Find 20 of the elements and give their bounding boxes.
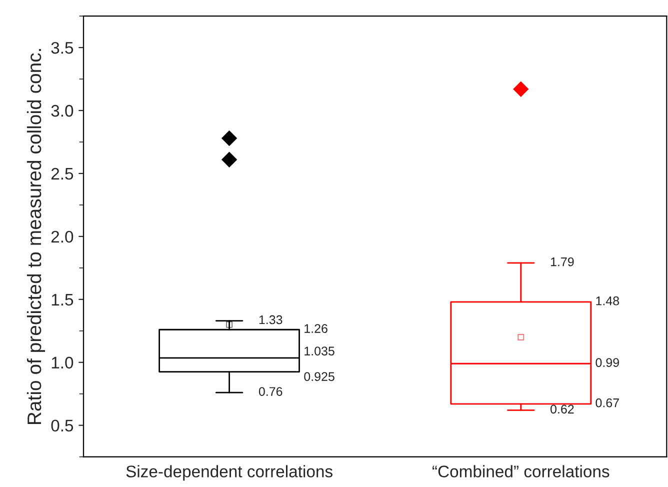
annotation: 1.33 <box>259 315 282 324</box>
x-tick-label: “Combined” correlations <box>432 465 610 478</box>
annotation: 0.925 <box>304 372 334 381</box>
y-tick-label: 0.5 <box>51 420 74 432</box>
y-tick-label: 3.0 <box>51 104 74 117</box>
annotation: 0.67 <box>596 398 619 408</box>
annotation: 1.48 <box>596 296 620 306</box>
y-tick-label: 2.5 <box>51 168 74 180</box>
annotation: 0.62 <box>550 404 574 414</box>
y-tick-label: 2.0 <box>51 230 74 243</box>
annotation: 1.79 <box>550 257 574 266</box>
x-tick-label: Size-dependent correlations <box>126 465 332 481</box>
y-tick-label: 1.5 <box>52 294 74 306</box>
y-axis-title: Ratio of predicted to measured colloid conc. <box>26 49 46 424</box>
y-tick-label: 1.0 <box>52 356 74 369</box>
annotation: 1.035 <box>304 346 334 356</box>
annotation: 0.76 <box>258 387 282 396</box>
annotation: 0.99 <box>596 358 619 367</box>
y-tick-label: 3.5 <box>51 42 74 54</box>
annotation: 1.26 <box>304 324 328 333</box>
